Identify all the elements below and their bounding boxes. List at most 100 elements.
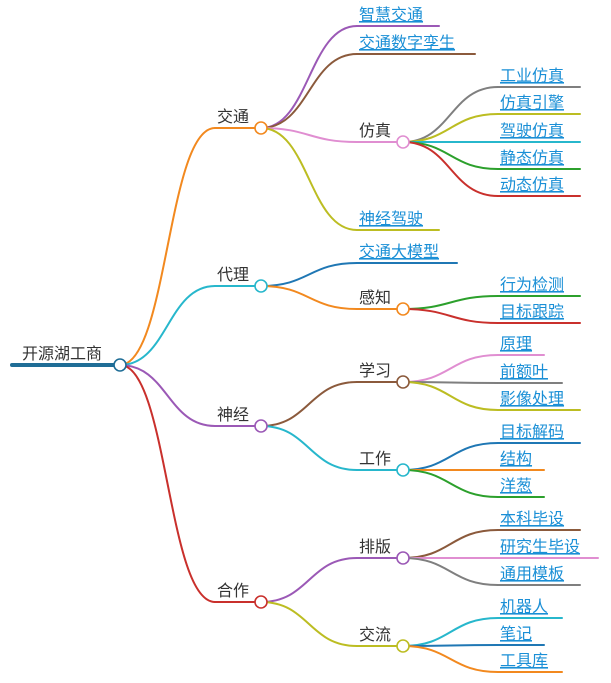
link-toolbox[interactable]: 工具库 [500,651,548,670]
collapse-dot-icon[interactable] [396,302,410,316]
edge-traffic-neural [260,127,358,231]
edge-traffic-twin [260,53,358,129]
link-forehead[interactable]: 前额叶 [500,362,548,381]
edge-coop-layout [260,557,358,603]
link-tracking[interactable]: 目标跟踪 [500,302,564,321]
edge-sim-static [402,141,499,170]
link-dynamic[interactable]: 动态仿真 [500,175,564,194]
edge-nerve-learn [260,381,358,427]
node-bigmodel[interactable]: 交通大模型 [356,242,458,264]
link-struct[interactable]: 结构 [500,449,532,468]
collapse-dot-icon[interactable] [396,375,410,389]
node-engine[interactable]: 仿真引擎 [497,93,581,115]
label-traffic: 交通 [217,107,249,126]
edge-exchange-toolbox [402,645,499,673]
edge-perceive-behavior [402,295,499,310]
node-agent: 代理 [214,265,268,293]
node-ind[interactable]: 工业仿真 [497,66,581,88]
collapse-dot-icon[interactable] [254,279,268,293]
link-robot[interactable]: 机器人 [500,597,548,616]
node-decode[interactable]: 目标解码 [497,422,581,444]
node-grad[interactable]: 研究生毕设 [497,537,599,559]
label-sim: 仿真 [359,121,391,140]
node-image[interactable]: 影像处理 [497,389,581,411]
edge-agent-perceive [260,285,358,310]
link-engine[interactable]: 仿真引擎 [500,93,564,112]
link-principle[interactable]: 原理 [500,334,532,353]
edge-agent-bigmodel [260,262,358,287]
node-learn: 学习 [356,361,410,389]
edge-layout-bach [402,529,499,559]
link-grad[interactable]: 研究生毕设 [500,537,580,556]
collapse-dot-icon[interactable] [113,358,127,372]
node-twin[interactable]: 交通数字孪生 [356,33,476,55]
link-decode[interactable]: 目标解码 [500,422,564,441]
link-onion[interactable]: 洋葱 [500,476,532,495]
node-template[interactable]: 通用模板 [497,564,581,586]
node-behavior[interactable]: 行为检测 [497,275,581,297]
link-bach[interactable]: 本科毕设 [500,509,564,528]
node-exchange: 交流 [356,625,410,653]
link-behavior[interactable]: 行为检测 [500,275,564,294]
label-nerve: 神经 [217,405,249,424]
node-tracking[interactable]: 目标跟踪 [497,302,581,324]
edge-work-onion [402,469,499,498]
node-layout: 排版 [356,537,410,565]
node-robot[interactable]: 机器人 [497,597,563,619]
collapse-dot-icon[interactable] [254,121,268,135]
node-neural[interactable]: 神经驾驶 [356,209,440,231]
node-onion[interactable]: 洋葱 [497,476,545,498]
node-forehead[interactable]: 前额叶 [497,362,563,384]
edge-learn-image [402,381,499,411]
edge-exchange-robot [402,617,499,647]
edge-root-traffic [119,127,216,366]
edge-root-agent [119,285,216,366]
node-root: 开源湖工商 [10,344,127,372]
node-drive[interactable]: 驾驶仿真 [497,121,581,143]
link-drive[interactable]: 驾驶仿真 [500,121,564,140]
link-bigmodel[interactable]: 交通大模型 [359,242,439,261]
label-learn: 学习 [359,361,391,380]
node-sim: 仿真 [356,121,410,149]
label-root: 开源湖工商 [22,344,102,363]
edge-exchange-notes [402,644,499,647]
collapse-dot-icon[interactable] [396,639,410,653]
edge-traffic-sim [260,127,358,143]
link-twin[interactable]: 交通数字孪生 [359,33,455,52]
node-toolbox[interactable]: 工具库 [497,651,563,673]
label-coop: 合作 [217,581,249,600]
edge-work-decode [402,442,499,471]
node-static[interactable]: 静态仿真 [497,148,581,170]
node-principle[interactable]: 原理 [497,334,545,356]
collapse-dot-icon[interactable] [396,551,410,565]
link-ind[interactable]: 工业仿真 [500,66,564,85]
link-image[interactable]: 影像处理 [500,389,564,408]
node-perceive: 感知 [356,288,410,316]
link-template[interactable]: 通用模板 [500,564,564,583]
label-agent: 代理 [217,265,249,284]
label-exchange: 交流 [359,625,391,644]
link-notes[interactable]: 笔记 [500,624,532,643]
link-smart[interactable]: 智慧交通 [359,5,423,24]
edge-root-coop [119,364,216,603]
edge-traffic-smart [260,25,358,129]
node-notes[interactable]: 笔记 [497,624,545,646]
mindmap-edges [119,25,499,673]
node-bach[interactable]: 本科毕设 [497,509,581,531]
link-static[interactable]: 静态仿真 [500,148,564,167]
collapse-dot-icon[interactable] [254,595,268,609]
link-neural[interactable]: 神经驾驶 [359,209,423,228]
collapse-dot-icon[interactable] [396,135,410,149]
node-dynamic[interactable]: 动态仿真 [497,175,581,197]
edge-sim-engine [402,113,499,143]
collapse-dot-icon[interactable] [396,463,410,477]
node-traffic: 交通 [214,107,268,135]
label-layout: 排版 [359,537,391,556]
edge-coop-exchange [260,601,358,647]
node-smart[interactable]: 智慧交通 [356,5,440,27]
edge-learn-principle [402,354,499,383]
node-struct[interactable]: 结构 [497,449,545,471]
collapse-dot-icon[interactable] [254,419,268,433]
